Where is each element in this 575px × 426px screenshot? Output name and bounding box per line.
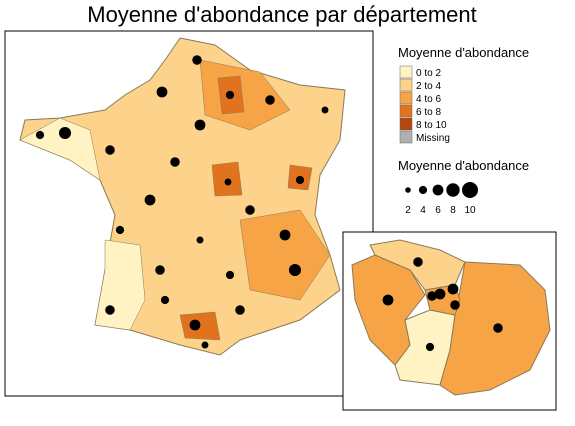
abundance-dot — [245, 205, 255, 215]
legend-swatch — [399, 91, 413, 105]
abundance-dot — [450, 300, 460, 310]
size-legend-label: 10 — [464, 205, 476, 216]
legend-swatch — [399, 117, 413, 131]
main-frame — [4, 30, 374, 397]
abundance-dot — [35, 130, 45, 140]
legend-swatch — [399, 130, 413, 144]
france-outline — [19, 37, 346, 356]
abundance-dot — [194, 119, 206, 131]
size-legend-circle — [405, 187, 411, 193]
abundance-dot — [225, 270, 235, 280]
size-legend-label: 2 — [405, 205, 411, 216]
size-legend-circle — [418, 185, 428, 195]
abundance-dot — [321, 106, 329, 114]
size-legend-title: Moyenne d'abondance — [398, 158, 529, 173]
abundance-dot — [265, 95, 275, 105]
abundance-dot — [434, 288, 446, 300]
legend-label: 0 to 2 — [416, 68, 441, 79]
legend-label: Missing — [416, 133, 450, 144]
size-legend-label: 4 — [420, 205, 426, 216]
legend-swatch — [399, 78, 413, 92]
legend-swatch — [399, 65, 413, 79]
abundance-dot — [413, 257, 423, 267]
fill-legend-title: Moyenne d'abondance — [398, 45, 529, 60]
abundance-dot — [105, 145, 115, 155]
abundance-dot — [235, 305, 245, 315]
region-mid-south — [239, 209, 331, 301]
abundance-dot — [425, 342, 435, 352]
legend-label: 4 to 6 — [416, 94, 441, 105]
abundance-dot — [427, 291, 437, 301]
size-legend-label: 6 — [435, 205, 441, 216]
abundance-dot — [279, 229, 291, 241]
abundance-dot — [192, 55, 202, 65]
legend-swatch — [399, 104, 413, 118]
abundance-dot — [58, 126, 72, 140]
abundance-dot — [155, 265, 165, 275]
size-legend-circle — [462, 182, 478, 198]
abundance-dot — [156, 86, 168, 98]
size-legend-label: 8 — [450, 205, 456, 216]
abundance-dot — [201, 341, 209, 349]
size-legend-circle — [432, 184, 444, 196]
abundance-dot — [144, 194, 156, 206]
abundance-dot — [493, 323, 503, 333]
abundance-dot — [189, 319, 201, 331]
size-legend-circle — [446, 183, 460, 197]
abundance-dot — [447, 283, 459, 295]
abundance-dot — [115, 225, 125, 235]
legend-label: 6 to 8 — [416, 107, 441, 118]
legend-label: 8 to 10 — [416, 120, 447, 131]
legend-label: 2 to 4 — [416, 81, 441, 92]
abundance-dot — [288, 263, 302, 277]
abundance-dot — [224, 178, 232, 186]
abundance-dot — [170, 157, 180, 167]
abundance-dot — [160, 295, 170, 305]
abundance-dot — [196, 236, 204, 244]
map-title: Moyenne d'abondance par département — [87, 2, 476, 27]
abundance-dot — [225, 90, 235, 100]
abundance-dot — [382, 294, 394, 306]
abundance-dot — [105, 305, 115, 315]
abundance-dot — [295, 175, 305, 185]
